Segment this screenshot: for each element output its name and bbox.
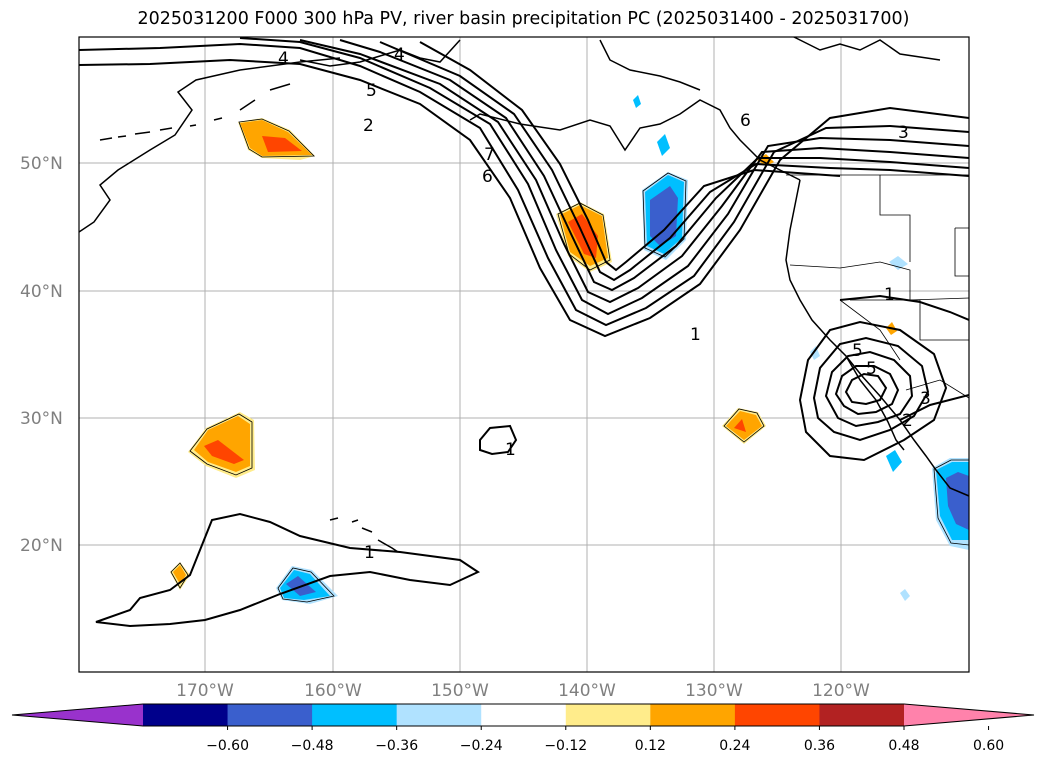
- colorbar-segment: [481, 704, 567, 726]
- longitude-labels: 170°W 160°W 150°W 140°W 130°W 120°W: [176, 681, 870, 701]
- pv-label: 4: [394, 45, 405, 65]
- lon-label: 130°W: [685, 681, 743, 701]
- colorbar: −0.60 −0.48 −0.36 −0.24 −0.12 0.12 0.24 0.36 0.4…: [11, 703, 1035, 754]
- political-borders: [786, 174, 969, 399]
- lat-label: 20°N: [20, 536, 63, 556]
- map-frame: [78, 36, 970, 673]
- pv-label: 2: [902, 411, 913, 431]
- colorbar-tick-label: 0.36: [804, 738, 835, 754]
- lat-label: 50°N: [20, 154, 63, 174]
- colorbar-segment: [312, 704, 398, 726]
- colorbar-segment: [734, 704, 820, 726]
- gridlines: [79, 37, 969, 672]
- colorbar-segment: [143, 704, 229, 726]
- pv-label: 3: [898, 123, 909, 143]
- colorbar-segment: [227, 704, 313, 726]
- colorbar-tick-label: 0.24: [719, 738, 750, 754]
- lon-label: 170°W: [176, 681, 234, 701]
- colorbar-tick-label: −0.48: [291, 738, 334, 754]
- pv-label: 3: [920, 389, 931, 409]
- colorbar-extend-low: [12, 704, 143, 726]
- precip-anomalies: [170, 95, 969, 604]
- map-title: 2025031200 F000 300 hPa PV, river basin …: [137, 9, 910, 29]
- lon-label: 160°W: [304, 681, 362, 701]
- map-area: 1 2 3 4 5 6 7 1 1 1 3 4 5 6 5 2: [79, 37, 969, 672]
- colorbar-segment: [650, 704, 736, 726]
- pv-label: 5: [366, 81, 377, 101]
- colorbar-tick-label: 0.60: [973, 738, 1004, 754]
- pv-label: 5: [852, 341, 863, 361]
- pv-contour-labels: 1 2 3 4 5 6 7 1 1 1 3 4 5 6 5 2: [278, 45, 931, 563]
- colorbar-tick-label: 0.48: [888, 738, 919, 754]
- pv-label: 1: [690, 325, 701, 345]
- colorbar-extend-high: [904, 704, 1034, 726]
- lat-label: 30°N: [20, 409, 63, 429]
- pv-label: 1: [505, 440, 516, 460]
- lat-label: 40°N: [20, 282, 63, 302]
- colorbar-segment: [396, 704, 482, 726]
- colorbar-tick-label: −0.12: [544, 738, 587, 754]
- colorbar-tick-label: 0.12: [635, 738, 666, 754]
- pv-label: 7: [484, 145, 495, 165]
- coastlines: [79, 37, 969, 553]
- colorbar-tick-label: −0.24: [460, 738, 503, 754]
- pv-contours: [79, 37, 969, 628]
- colorbar-outline: [11, 703, 1035, 727]
- pv-label: 2: [363, 116, 374, 136]
- colorbar-tick-label: −0.36: [375, 738, 418, 754]
- colorbar-segment: [565, 704, 651, 726]
- colorbar-tick-label: −0.60: [206, 738, 249, 754]
- lon-label: 150°W: [431, 681, 489, 701]
- pv-label: 5: [866, 359, 877, 379]
- pv-label: 1: [884, 285, 895, 305]
- pv-label: 4: [278, 49, 289, 69]
- lon-label: 120°W: [812, 681, 870, 701]
- lon-label: 140°W: [558, 681, 616, 701]
- colorbar-segment: [819, 704, 905, 726]
- pv-label: 1: [364, 543, 375, 563]
- pv-label: 6: [740, 111, 751, 131]
- pv-label: 6: [482, 167, 493, 187]
- latitude-labels: 50°N 40°N 30°N 20°N: [20, 154, 63, 556]
